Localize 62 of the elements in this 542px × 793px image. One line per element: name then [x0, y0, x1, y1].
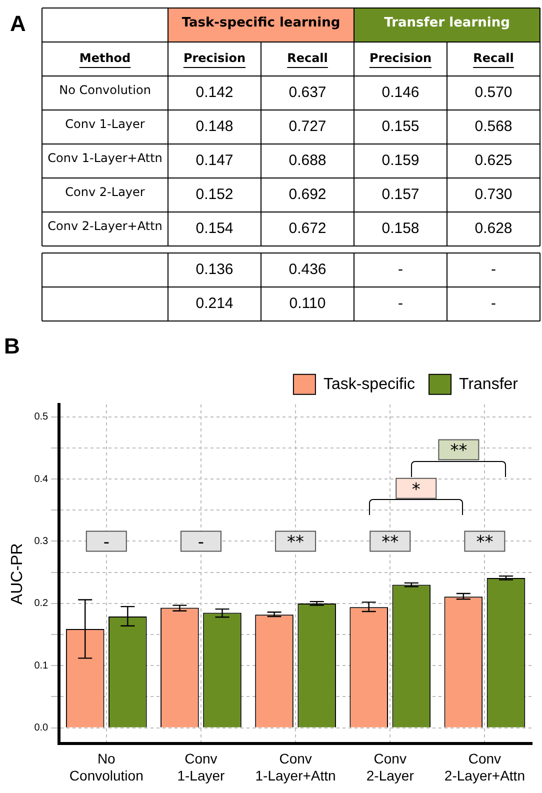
x-tick-label: Precision [369, 51, 432, 66]
data-label: 0.570 [474, 84, 512, 102]
annotation: ** [476, 532, 494, 553]
text: - [398, 295, 403, 312]
data-label: 0.142 [196, 84, 234, 102]
y-axis-title: AUC-PR [9, 543, 26, 605]
x-tick-label: Conv 2-Layer+Attn [444, 750, 525, 784]
data-label: 0.158 [382, 220, 420, 238]
annotation: * [412, 480, 420, 500]
annotation: - [198, 532, 204, 553]
chart-title: A [10, 11, 26, 36]
x-tick-label: Conv 2-Layer [366, 750, 414, 784]
x-tick-label: Conv 1-Layer [177, 750, 226, 784]
data-label: 0.146 [382, 84, 420, 102]
data-label: 0.214 [196, 295, 234, 312]
y-tick-label: 0.5 [34, 412, 49, 423]
x-tick-label: Recall [287, 51, 328, 66]
y-tick-label: Conv 2-Layer+Attn [48, 219, 162, 234]
text: Transfer learning [384, 15, 510, 30]
data-label: 0.157 [382, 186, 420, 204]
data-label: 0.628 [474, 220, 512, 238]
data-label: 0.159 [382, 152, 420, 170]
data-label: 0.436 [288, 261, 326, 278]
data-label: 0.152 [196, 186, 234, 204]
y-tick-label: 0.0 [34, 722, 49, 734]
data-label: 0.730 [474, 186, 512, 204]
text: - [491, 261, 496, 278]
legend-label: Task-specific [323, 376, 416, 393]
annotation: ** [287, 532, 304, 553]
data-label: 0.727 [288, 118, 326, 136]
y-tick-label: 0.4 [34, 474, 49, 485]
text: - [398, 261, 403, 278]
x-tick-label: Precision [183, 51, 246, 66]
x-tick-label: Conv 1-Layer+Attn [255, 750, 336, 784]
data-label: 0.568 [474, 118, 512, 136]
data-label: 0.110 [289, 295, 326, 312]
y-tick-label: No Convolution [59, 83, 151, 98]
data-label: 0.147 [196, 152, 234, 170]
annotation: - [103, 532, 110, 553]
data-label: 0.637 [288, 84, 326, 102]
data-label: 0.625 [474, 152, 512, 170]
chart-title: B [4, 333, 20, 358]
data-label: 0.148 [196, 118, 234, 136]
y-tick-label: Conv 1-Layer+Attn [48, 151, 162, 166]
data-label: 0.692 [288, 186, 326, 204]
y-tick-label: Conv 2-Layer [65, 185, 145, 200]
y-tick-label: 0.2 [34, 598, 49, 610]
data-label: 0.155 [382, 118, 420, 136]
annotation: ** [382, 532, 399, 553]
y-tick-label: 0.1 [34, 660, 49, 672]
legend-label: Transfer [459, 376, 519, 393]
y-tick-label: 0.3 [34, 536, 49, 547]
data-label: 0.688 [288, 152, 326, 170]
text: Task-specific learning [182, 15, 340, 30]
data-label: 0.136 [196, 261, 234, 278]
y-axis-title: Method [79, 51, 131, 66]
x-tick-label: Recall [473, 51, 514, 66]
data-label: 0.672 [288, 220, 326, 238]
annotation: ** [450, 441, 468, 462]
data-label: 0.154 [196, 220, 234, 238]
y-tick-label: Conv 1-Layer [65, 117, 145, 132]
text: - [491, 295, 496, 312]
